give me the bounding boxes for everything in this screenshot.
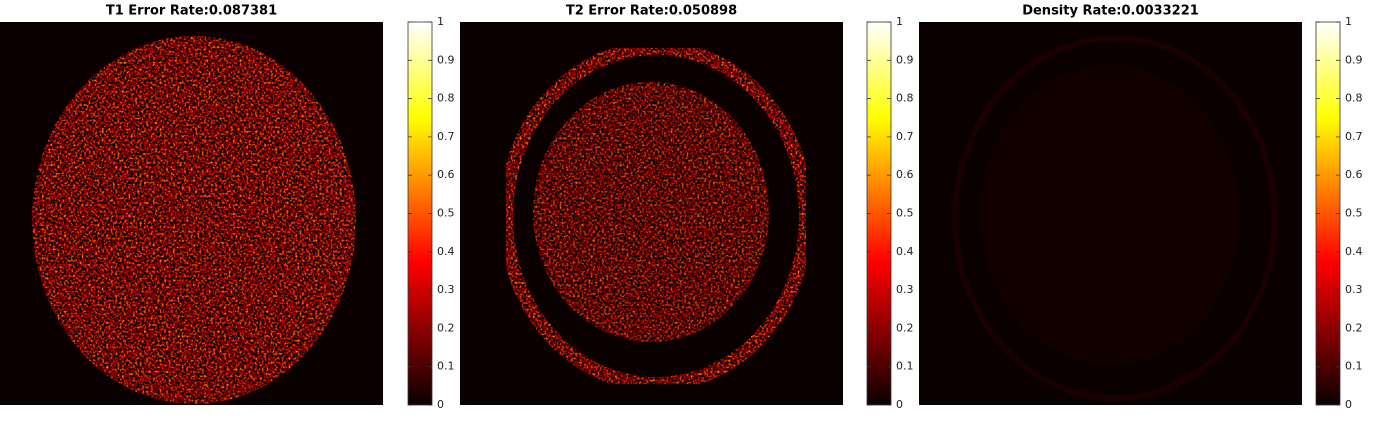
colorbar-tick-label: 0.9 — [896, 53, 914, 66]
colorbar-tick-label: 0.2 — [1345, 321, 1363, 334]
colorbar-tick-label: 0.1 — [437, 360, 455, 373]
panel-title: T2 Error Rate:0.050898 — [566, 4, 737, 19]
colorbar-tick-label: 0 — [896, 398, 903, 411]
colorbar-tick-label: 0.5 — [1345, 207, 1363, 220]
colorbar-tick-label: 0.9 — [1345, 53, 1363, 66]
colorbar-tick-label: 0.1 — [896, 360, 914, 373]
colorbar-tick-label: 1 — [437, 15, 444, 28]
colorbar-tick-label: 0.8 — [437, 92, 455, 105]
colorbar-tick-label: 0.6 — [896, 168, 914, 181]
colorbar-tick-label: 0.4 — [437, 245, 455, 258]
colorbar-tick-label: 0.9 — [437, 53, 455, 66]
colorbar-tick-label: 0 — [1345, 398, 1352, 411]
colorbar-tick-label: 0.2 — [437, 321, 455, 334]
colorbar-tick-label: 1 — [1345, 15, 1352, 28]
colorbar-tick-label: 0.3 — [437, 283, 455, 296]
image-3 — [919, 22, 1302, 405]
image-2 — [460, 22, 843, 405]
colorbar-tick-label: 0.5 — [896, 207, 914, 220]
colorbar-tick-label: 0.7 — [896, 130, 914, 143]
colorbar-tick-label: 0.6 — [437, 168, 455, 181]
colorbar-tick-label: 0.8 — [1345, 92, 1363, 105]
colorbar-tick-label: 0.8 — [896, 92, 914, 105]
image-1 — [0, 22, 383, 405]
colorbar-tick-label: 0.5 — [437, 207, 455, 220]
colorbar-tick-label: 0.7 — [437, 130, 455, 143]
colorbar-tick-label: 1 — [896, 15, 903, 28]
colorbar-tick-label: 0.6 — [1345, 168, 1363, 181]
colorbar-tick-label: 0.3 — [1345, 283, 1363, 296]
panel-title: T1 Error Rate:0.087381 — [106, 4, 277, 19]
colorbar-tick-label: 0.2 — [896, 321, 914, 334]
colorbar-tick-label: 0.1 — [1345, 360, 1363, 373]
panel-title: Density Rate:0.0033221 — [1022, 4, 1199, 19]
colorbar-tick-label: 0.4 — [1345, 245, 1363, 258]
colorbar-tick-label: 0 — [437, 398, 444, 411]
colorbar-tick-label: 0.3 — [896, 283, 914, 296]
colorbar-tick-label: 0.7 — [1345, 130, 1363, 143]
colorbar-tick-label: 0.4 — [896, 245, 914, 258]
